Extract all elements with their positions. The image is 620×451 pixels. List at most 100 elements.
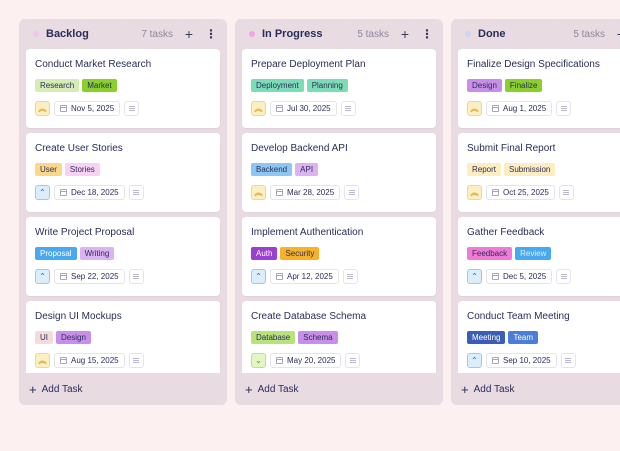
add-task-label: Add Task <box>257 384 299 395</box>
priority-low-icon[interactable]: ⌄ <box>251 353 266 368</box>
task-card[interactable]: Develop Backend API Backend API ︽ Mar 28,… <box>242 133 436 212</box>
tag: Design <box>56 331 91 344</box>
add-task-button[interactable]: + Add Task <box>451 374 620 405</box>
task-count: 5 tasks <box>573 28 605 40</box>
tag-list: Backend API <box>251 163 427 176</box>
priority-high-icon[interactable]: ︽ <box>35 101 50 116</box>
due-date-chip[interactable]: Aug 1, 2025 <box>486 101 553 116</box>
due-date: Sep 22, 2025 <box>71 272 119 281</box>
calendar-icon <box>492 273 499 280</box>
tag: Feedback <box>467 247 513 260</box>
description-icon[interactable] <box>124 101 140 116</box>
tag: Planning <box>306 79 348 92</box>
more-options-icon[interactable]: ⋮ <box>205 27 217 41</box>
task-card[interactable]: Create User Stories User Stories ⌃ Dec 18… <box>26 133 220 212</box>
add-task-icon[interactable]: + <box>400 26 410 42</box>
task-card[interactable]: Create Database Schema Database Schema ⌄ … <box>242 301 436 373</box>
task-card[interactable]: Gather Feedback Feedback Review ⌃ Dec 5, … <box>458 217 620 296</box>
calendar-icon <box>276 105 283 112</box>
card-meta: ⌄ May 20, 2025 <box>251 353 427 368</box>
due-date-chip[interactable]: Sep 22, 2025 <box>54 269 125 284</box>
description-icon[interactable] <box>128 353 144 368</box>
description-icon[interactable] <box>556 101 572 116</box>
description-icon[interactable] <box>560 353 576 368</box>
tag: Meeting <box>467 331 506 344</box>
plus-icon: + <box>461 382 469 397</box>
tag-list: UI Design <box>35 331 211 344</box>
tag: Finalize <box>504 79 543 92</box>
card-meta: ︽ Nov 5, 2025 <box>35 101 211 116</box>
due-date-chip[interactable]: Nov 5, 2025 <box>54 101 121 116</box>
due-date-chip[interactable]: Dec 18, 2025 <box>54 185 125 200</box>
add-task-icon[interactable]: + <box>615 27 620 41</box>
status-dot-icon <box>249 31 255 37</box>
task-card[interactable]: Implement Authentication Auth Security ⌃ … <box>242 217 436 296</box>
due-date-chip[interactable]: Sep 10, 2025 <box>486 353 557 368</box>
description-icon[interactable] <box>128 269 144 284</box>
add-task-button[interactable]: + Add Task <box>235 374 443 405</box>
task-card[interactable]: Finalize Design Specifications Design Fin… <box>458 49 620 128</box>
task-card[interactable]: Design UI Mockups UI Design ︽ Aug 15, 202… <box>26 301 220 373</box>
add-task-icon[interactable]: + <box>184 26 194 42</box>
tag: UI <box>35 331 53 344</box>
kanban-board: Backlog 7 tasks + ⋮ Conduct Market Resea… <box>19 19 620 405</box>
task-card[interactable]: Prepare Deployment Plan Deployment Planni… <box>242 49 436 128</box>
tag: API <box>295 163 319 176</box>
task-card[interactable]: Conduct Team Meeting Meeting Team ⌃ Sep 1… <box>458 301 620 373</box>
tag-list: Feedback Review <box>467 247 620 260</box>
priority-high-icon[interactable]: ︽ <box>467 185 482 200</box>
task-card[interactable]: Submit Final Report Report Submission ︽ O… <box>458 133 620 212</box>
priority-medium-icon[interactable]: ⌃ <box>467 353 482 368</box>
tag: Stories <box>64 163 100 176</box>
column-header: Done 5 tasks + ⋮ <box>451 19 620 49</box>
task-title: Design UI Mockups <box>35 311 122 322</box>
tag: User <box>35 163 62 176</box>
tag-list: Deployment Planning <box>251 79 427 92</box>
priority-medium-icon[interactable]: ⌃ <box>35 269 50 284</box>
due-date-chip[interactable]: Mar 28, 2025 <box>270 185 341 200</box>
priority-medium-icon[interactable]: ⌃ <box>467 269 482 284</box>
due-date: Dec 5, 2025 <box>503 272 547 281</box>
add-task-button[interactable]: + Add Task <box>19 374 227 405</box>
description-icon[interactable] <box>344 185 360 200</box>
tag: Proposal <box>35 247 77 260</box>
task-title: Implement Authentication <box>251 227 364 238</box>
description-icon[interactable] <box>558 185 574 200</box>
due-date: Dec 18, 2025 <box>71 188 119 197</box>
status-dot-icon <box>465 31 471 37</box>
due-date-chip[interactable]: Jul 30, 2025 <box>270 101 337 116</box>
tag: Review <box>515 247 552 260</box>
priority-high-icon[interactable]: ︽ <box>251 185 266 200</box>
priority-medium-icon[interactable]: ⌃ <box>251 269 266 284</box>
priority-high-icon[interactable]: ︽ <box>251 101 266 116</box>
task-title: Develop Backend API <box>251 143 348 154</box>
due-date: Aug 15, 2025 <box>71 356 119 365</box>
due-date-chip[interactable]: May 20, 2025 <box>270 353 342 368</box>
description-icon[interactable] <box>556 269 572 284</box>
priority-medium-icon[interactable]: ⌃ <box>35 185 50 200</box>
task-card[interactable]: Write Project Proposal Proposal Writing ⌃… <box>26 217 220 296</box>
due-date: Apr 12, 2025 <box>287 272 333 281</box>
due-date-chip[interactable]: Apr 12, 2025 <box>270 269 339 284</box>
calendar-icon <box>60 357 67 364</box>
priority-high-icon[interactable]: ︽ <box>467 101 482 116</box>
calendar-icon <box>60 105 67 112</box>
tag: Market <box>82 79 117 92</box>
tag-list: Database Schema <box>251 331 427 344</box>
description-icon[interactable] <box>342 269 358 284</box>
description-icon[interactable] <box>345 353 361 368</box>
priority-high-icon[interactable]: ︽ <box>35 353 50 368</box>
tag: Deployment <box>251 79 304 92</box>
card-meta: ⌃ Dec 18, 2025 <box>35 185 211 200</box>
more-options-icon[interactable]: ⋮ <box>421 27 433 41</box>
description-icon[interactable] <box>340 101 356 116</box>
due-date-chip[interactable]: Dec 5, 2025 <box>486 269 553 284</box>
card-meta: ︽ Aug 15, 2025 <box>35 353 211 368</box>
task-title: Create Database Schema <box>251 311 367 322</box>
due-date-chip[interactable]: Aug 15, 2025 <box>54 353 125 368</box>
due-date: Aug 1, 2025 <box>503 104 547 113</box>
card-list: Finalize Design Specifications Design Fin… <box>451 49 620 373</box>
task-card[interactable]: Conduct Market Research Research Market ︽… <box>26 49 220 128</box>
due-date-chip[interactable]: Oct 25, 2025 <box>486 185 555 200</box>
description-icon[interactable] <box>128 185 144 200</box>
